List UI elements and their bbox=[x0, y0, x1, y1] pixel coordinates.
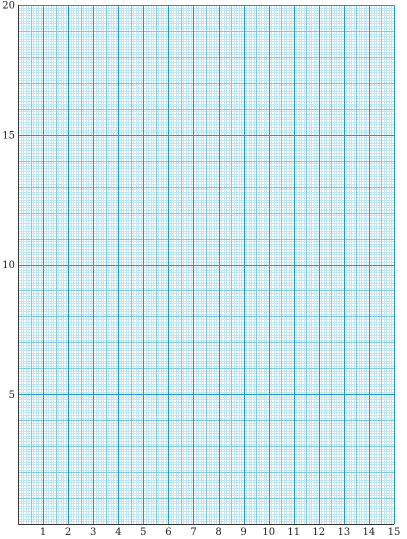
x-tick-label: 5 bbox=[140, 527, 146, 538]
major-grid bbox=[18, 5, 395, 524]
x-tick-label: 11 bbox=[287, 527, 300, 538]
x-tick-label: 7 bbox=[190, 527, 196, 538]
x-tick-label: 4 bbox=[115, 527, 121, 538]
x-tick-label: 8 bbox=[215, 527, 221, 538]
x-tick-label: 9 bbox=[240, 527, 246, 538]
x-tick-label: 3 bbox=[90, 527, 96, 538]
x-tick-label: 6 bbox=[165, 527, 171, 538]
y-tick-label: 10 bbox=[2, 260, 15, 271]
x-tick-label: 15 bbox=[388, 527, 401, 538]
y-tick-label: 5 bbox=[9, 390, 15, 401]
y-tick-label: 15 bbox=[2, 130, 15, 141]
axes bbox=[17, 5, 394, 526]
x-tick-label: 1 bbox=[40, 527, 46, 538]
x-tick-label: 13 bbox=[338, 527, 351, 538]
x-axis-tick-labels: 1 2 3 4 5 6 7 8 9 10 11 12 13 14 15 bbox=[40, 527, 400, 538]
x-tick-label: 10 bbox=[262, 527, 275, 538]
x-tick-label: 2 bbox=[65, 527, 71, 538]
y-axis-tick-labels: 5 10 15 20 bbox=[2, 1, 15, 401]
x-tick-label: 12 bbox=[312, 527, 325, 538]
x-tick-label: 14 bbox=[363, 527, 376, 538]
y-tick-label: 20 bbox=[2, 1, 15, 12]
mid-grid bbox=[18, 5, 394, 524]
